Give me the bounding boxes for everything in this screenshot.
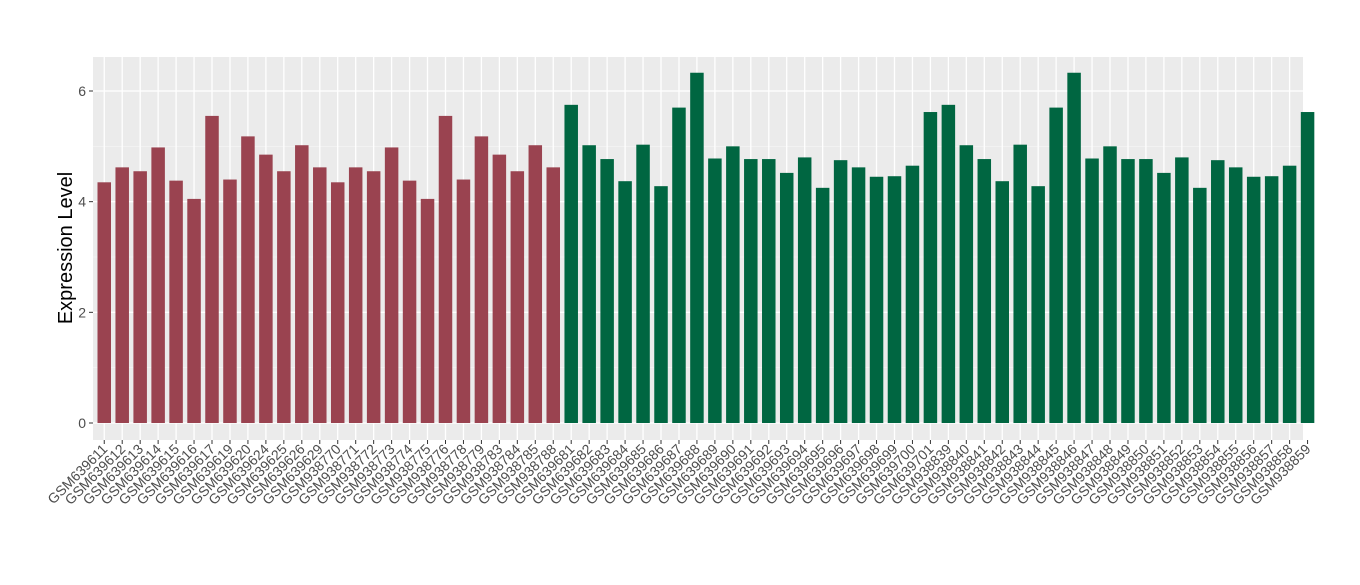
bar <box>977 159 992 423</box>
bar <box>744 159 758 423</box>
bar <box>726 146 740 424</box>
bar <box>1282 165 1297 423</box>
bar <box>546 167 560 423</box>
bar <box>636 144 650 423</box>
bar <box>941 104 956 423</box>
bar <box>115 167 129 423</box>
bar <box>1013 144 1027 423</box>
bar <box>923 112 938 423</box>
bar <box>313 167 327 423</box>
bar <box>1121 159 1135 423</box>
bar <box>1300 112 1315 423</box>
bar <box>672 107 686 423</box>
bar <box>205 115 219 424</box>
y-tick-label: 4 <box>78 194 86 210</box>
bar <box>330 182 345 423</box>
bar <box>384 147 399 423</box>
bar <box>97 182 111 423</box>
bar <box>492 154 507 423</box>
bar <box>151 147 165 423</box>
bar <box>1049 107 1063 423</box>
bar <box>618 181 632 423</box>
bar <box>708 158 722 424</box>
bar <box>187 198 201 423</box>
bar <box>690 72 704 424</box>
bar <box>654 186 668 423</box>
bar <box>1246 176 1261 423</box>
bar <box>959 145 974 423</box>
bar <box>1264 176 1279 423</box>
bar <box>869 176 884 423</box>
bar <box>348 167 363 423</box>
bar <box>564 104 578 423</box>
y-tick-label: 6 <box>78 83 86 99</box>
bar <box>762 159 776 423</box>
bar <box>438 115 453 424</box>
bar <box>797 157 812 423</box>
bar <box>1193 187 1207 423</box>
y-axis-label: Expression Level <box>55 172 77 324</box>
bar <box>833 160 848 423</box>
bar <box>1157 172 1171 423</box>
bar <box>277 171 291 423</box>
bar <box>366 171 381 423</box>
bar <box>1211 160 1225 423</box>
bar <box>510 171 525 423</box>
bar <box>1031 186 1045 423</box>
x-axis: GSM639611GSM639612GSM639613GSM639614GSM6… <box>44 440 1314 508</box>
bar <box>169 180 183 423</box>
bars <box>97 72 1315 424</box>
bar <box>241 136 255 423</box>
bar <box>1067 72 1081 424</box>
bar <box>851 167 866 423</box>
bar <box>995 181 1009 423</box>
bar <box>1103 146 1117 424</box>
bar <box>420 198 435 423</box>
bar <box>1228 167 1243 423</box>
bar <box>528 145 543 423</box>
y-tick-label: 0 <box>78 415 86 431</box>
bar <box>456 179 471 423</box>
bar <box>1085 158 1099 424</box>
bar <box>474 136 489 423</box>
bar <box>600 159 614 423</box>
bar <box>887 176 902 423</box>
bar <box>259 154 273 423</box>
bar <box>1175 157 1189 423</box>
bar <box>295 145 309 423</box>
y-tick-label: 2 <box>78 304 86 320</box>
bar <box>582 145 596 423</box>
bar <box>133 171 147 423</box>
bar <box>223 179 237 423</box>
bar <box>1139 159 1153 423</box>
bar <box>779 172 794 423</box>
bar <box>815 187 830 423</box>
bar <box>905 165 920 423</box>
bar <box>402 180 417 423</box>
y-axis: 0 2 4 6 <box>78 83 93 431</box>
